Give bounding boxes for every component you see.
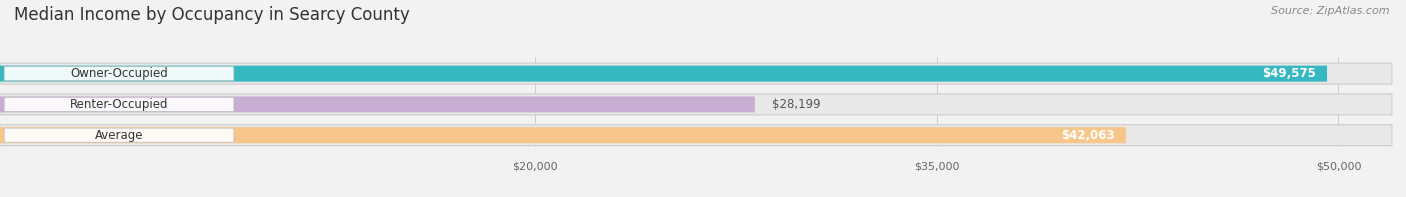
Text: Median Income by Occupancy in Searcy County: Median Income by Occupancy in Searcy Cou… bbox=[14, 6, 409, 24]
Text: $49,575: $49,575 bbox=[1263, 67, 1316, 80]
Text: Source: ZipAtlas.com: Source: ZipAtlas.com bbox=[1271, 6, 1389, 16]
Text: Renter-Occupied: Renter-Occupied bbox=[70, 98, 169, 111]
Text: $42,063: $42,063 bbox=[1062, 129, 1115, 142]
Text: $28,199: $28,199 bbox=[772, 98, 820, 111]
Text: Average: Average bbox=[94, 129, 143, 142]
FancyBboxPatch shape bbox=[0, 94, 1392, 115]
FancyBboxPatch shape bbox=[0, 96, 755, 112]
FancyBboxPatch shape bbox=[4, 67, 233, 81]
FancyBboxPatch shape bbox=[0, 127, 1126, 143]
Text: Owner-Occupied: Owner-Occupied bbox=[70, 67, 167, 80]
FancyBboxPatch shape bbox=[0, 125, 1392, 146]
FancyBboxPatch shape bbox=[4, 97, 233, 112]
FancyBboxPatch shape bbox=[0, 66, 1327, 82]
FancyBboxPatch shape bbox=[0, 63, 1392, 84]
FancyBboxPatch shape bbox=[4, 128, 233, 142]
